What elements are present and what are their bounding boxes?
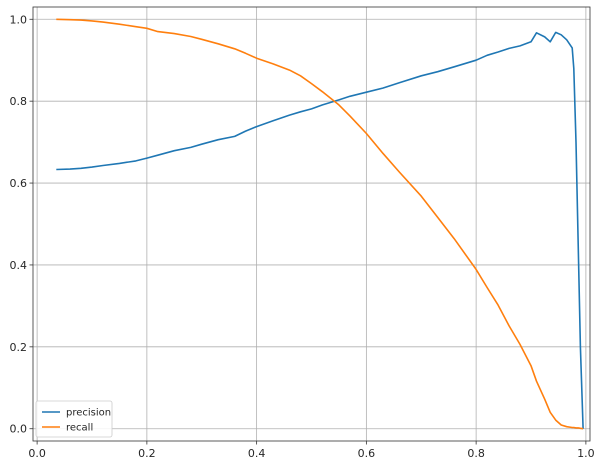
axis-ticks: 0.0 0.2 0.4 0.6 0.8 1.0 0.0 0.2 0.4 0.6 0.8 1.0	[10, 13, 595, 460]
y-tick-label: 1.0	[10, 13, 28, 26]
x-tick-label: 0.2	[138, 447, 156, 460]
y-tick-label: 0.0	[10, 423, 28, 436]
y-tick-label: 0.8	[10, 95, 28, 108]
x-tick-label: 1.0	[577, 447, 595, 460]
axes-frame	[32, 6, 591, 442]
y-tick-label: 0.6	[10, 177, 28, 190]
legend: precision recall	[35, 400, 113, 438]
x-tick-label: 0.6	[358, 447, 376, 460]
x-tick-label: 0.4	[248, 447, 266, 460]
plot-lines	[56, 18, 584, 430]
y-tick-label: 0.2	[10, 341, 28, 354]
series-line-precision	[56, 31, 584, 429]
x-tick-label: 0.0	[28, 447, 46, 460]
legend-box	[35, 400, 113, 438]
legend-label-recall: recall	[66, 423, 93, 434]
y-tick-label: 0.4	[10, 259, 28, 272]
grid	[33, 7, 590, 441]
series-line-recall	[56, 18, 584, 430]
legend-label-precision: precision	[66, 408, 111, 419]
x-tick-label: 0.8	[467, 447, 485, 460]
